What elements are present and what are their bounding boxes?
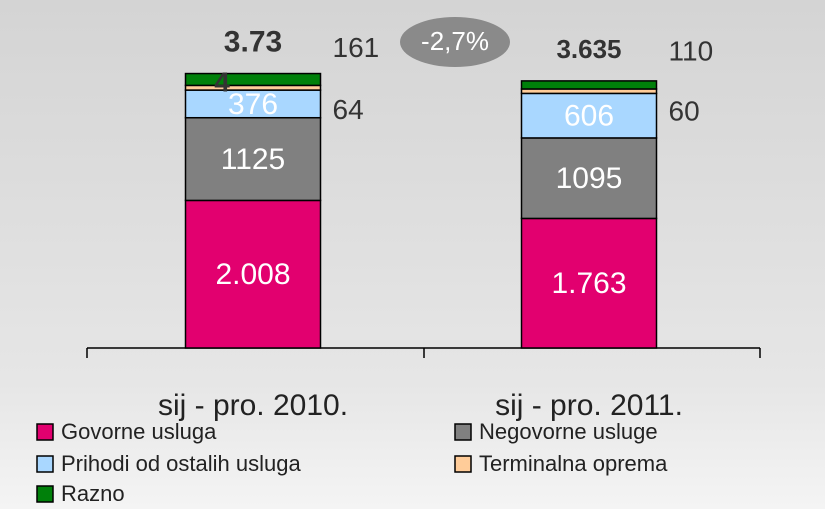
bar-segment	[184, 116, 322, 202]
bar-segment	[520, 137, 658, 220]
legend-label: Negovorne usluge	[479, 419, 658, 444]
change-bubble	[400, 17, 510, 67]
legend-label: Govorne usluga	[61, 419, 217, 444]
value-label: 606	[564, 100, 614, 133]
legend-swatch	[36, 485, 54, 503]
value-label: 64	[333, 94, 364, 125]
value-label: 1.763	[551, 267, 626, 300]
legend-swatch	[36, 455, 54, 473]
value-label: 1125	[221, 143, 286, 176]
value-label: 60	[669, 96, 700, 127]
bar-segment	[520, 80, 658, 90]
legend-label: Prihodi od ostalih usluga	[61, 451, 301, 476]
value-label: 110	[669, 35, 714, 66]
legend-swatch	[454, 423, 472, 441]
change-label: -2,7%	[421, 26, 489, 56]
legend-label: Razno	[61, 481, 125, 506]
value-label: 376	[228, 88, 278, 121]
legend-swatch	[454, 455, 472, 473]
value-label: 161	[333, 32, 380, 63]
legend-swatch	[36, 423, 54, 441]
bar-segment	[520, 92, 658, 139]
total-label: 3.635	[556, 34, 621, 64]
x-tick-label: sij - pro. 2010.	[158, 389, 348, 422]
value-label: 2.008	[215, 258, 290, 291]
value-label: 1095	[556, 162, 623, 195]
x-tick-label: sij - pro. 2011.	[495, 389, 683, 422]
legend-label: Terminalna oprema	[479, 451, 668, 476]
total-label: 3.73	[224, 25, 282, 58]
annotation: 4	[214, 66, 230, 97]
bar-segment	[184, 72, 322, 87]
bar-segment	[184, 89, 322, 119]
bar-segment	[520, 217, 658, 349]
